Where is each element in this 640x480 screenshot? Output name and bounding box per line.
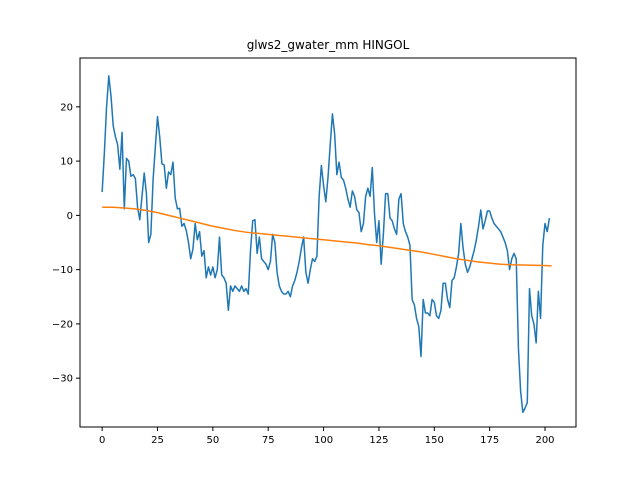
x-tick-label: 25 (151, 435, 164, 446)
y-axis: −30 −20 −10 0 10 20 (52, 102, 80, 385)
x-tick-label: 75 (262, 435, 275, 446)
x-tick-label: 175 (480, 435, 499, 446)
chart-title: glws2_gwater_mm HINGOL (247, 38, 410, 52)
x-tick-label: 200 (535, 435, 554, 446)
y-tick-label: −20 (52, 319, 73, 330)
series-layer (101, 75, 552, 414)
y-tick-label: 20 (60, 102, 73, 113)
x-tick-label: 150 (425, 435, 444, 446)
plot-frame (79, 57, 577, 428)
y-tick-label: −10 (52, 265, 73, 276)
x-tick-label: 0 (99, 435, 105, 446)
y-tick-label: −30 (52, 374, 73, 385)
x-tick-label: 125 (369, 435, 388, 446)
x-tick-label: 100 (314, 435, 333, 446)
series-line-2 (102, 206, 552, 267)
y-tick-label: 10 (60, 157, 73, 168)
y-tick-label: 0 (67, 211, 73, 222)
x-tick-label: 50 (206, 435, 219, 446)
x-axis: 0 25 50 75 100 125 150 175 200 (99, 427, 555, 446)
series-line-1 (101, 75, 551, 414)
